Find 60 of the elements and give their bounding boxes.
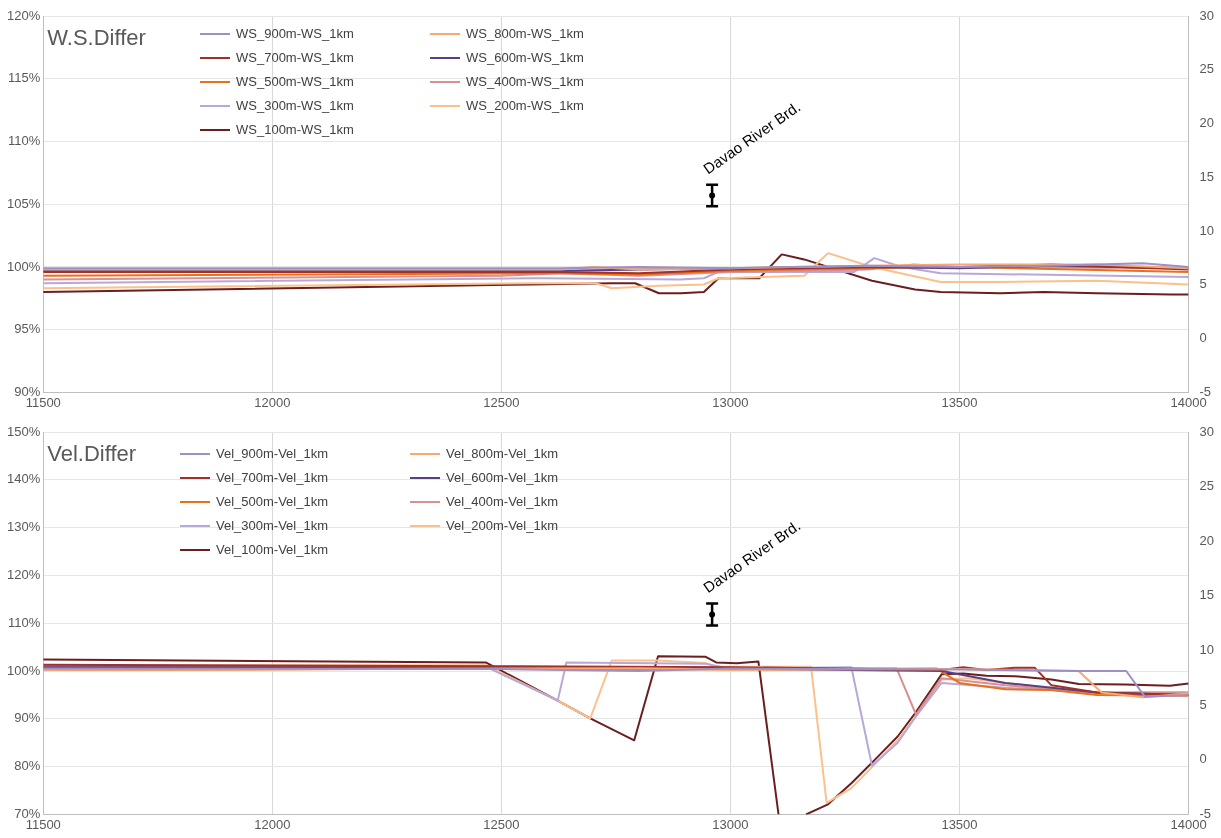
y2-tick-label: 0: [1199, 330, 1207, 346]
y2-tick-label: -5: [1199, 805, 1212, 821]
y-tick-label: 90%: [14, 710, 41, 726]
y2-tick-label: -5: [1199, 383, 1212, 399]
y-tick-label: 70%: [14, 805, 41, 821]
legend-label: Vel_400m-Vel_1km: [445, 494, 559, 509]
y-tick-label: 150%: [7, 423, 41, 439]
chart-title: Vel.Differ: [47, 441, 137, 467]
legend-label: WS_300m-WS_1km: [235, 98, 355, 113]
y2-tick-label: 30: [1199, 423, 1215, 439]
legend-label: Vel_600m-Vel_1km: [445, 470, 559, 485]
y-tick-label: 140%: [7, 471, 41, 487]
y2-tick-label: 5: [1199, 696, 1207, 712]
x-tick-label: 12000: [254, 394, 291, 410]
y-tick-label: 100%: [7, 258, 41, 274]
legend-label: WS_800m-WS_1km: [465, 26, 585, 41]
y2-tick-label: 25: [1199, 61, 1215, 77]
y-tick-label: 80%: [14, 758, 41, 774]
x-tick-label: 12500: [483, 816, 520, 832]
y2-tick-label: 10: [1199, 222, 1215, 238]
x-tick-label: 13000: [712, 394, 749, 410]
y2-tick-label: 15: [1199, 587, 1215, 603]
legend-label: WS_700m-WS_1km: [235, 50, 355, 65]
y-tick-label: 90%: [14, 383, 41, 399]
y-tick-label: 100%: [7, 662, 41, 678]
x-tick-label: 13500: [941, 394, 978, 410]
legend-label: Vel_800m-Vel_1km: [445, 446, 559, 461]
legend-label: WS_600m-WS_1km: [465, 50, 585, 65]
legend-label: WS_100m-WS_1km: [235, 122, 355, 137]
legend-label: WS_400m-WS_1km: [465, 74, 585, 89]
x-tick-label: 13000: [712, 816, 749, 832]
y2-tick-label: 5: [1199, 276, 1207, 292]
x-tick-label: 13500: [941, 816, 978, 832]
y-tick-label: 120%: [7, 566, 41, 582]
y-tick-label: 110%: [7, 614, 41, 630]
chart-title: W.S.Differ: [47, 25, 146, 51]
y2-tick-label: 20: [1199, 115, 1215, 131]
y-tick-label: 105%: [7, 195, 41, 211]
x-tick-label: 12500: [483, 394, 520, 410]
legend-label: Vel_500m-Vel_1km: [215, 494, 329, 509]
y2-tick-label: 20: [1199, 532, 1215, 548]
y2-tick-label: 30: [1199, 7, 1215, 23]
legend-label: Vel_700m-Vel_1km: [215, 470, 329, 485]
y-tick-label: 120%: [7, 7, 41, 23]
y2-tick-label: 0: [1199, 751, 1207, 767]
y-tick-label: 110%: [7, 133, 41, 149]
legend-label: Vel_900m-Vel_1km: [215, 446, 329, 461]
y2-tick-label: 25: [1199, 478, 1215, 494]
y-tick-label: 115%: [7, 70, 41, 86]
legend-label: Vel_100m-Vel_1km: [215, 542, 329, 557]
x-tick-label: 12000: [254, 816, 291, 832]
legend-label: WS_900m-WS_1km: [235, 26, 355, 41]
legend-label: Vel_200m-Vel_1km: [445, 518, 559, 533]
legend-label: WS_200m-WS_1km: [465, 98, 585, 113]
y-tick-label: 95%: [14, 321, 41, 337]
y-tick-label: 130%: [7, 519, 41, 535]
y2-tick-label: 15: [1199, 168, 1215, 184]
legend-label: Vel_300m-Vel_1km: [215, 518, 329, 533]
y2-tick-label: 10: [1199, 642, 1215, 658]
legend-label: WS_500m-WS_1km: [235, 74, 355, 89]
